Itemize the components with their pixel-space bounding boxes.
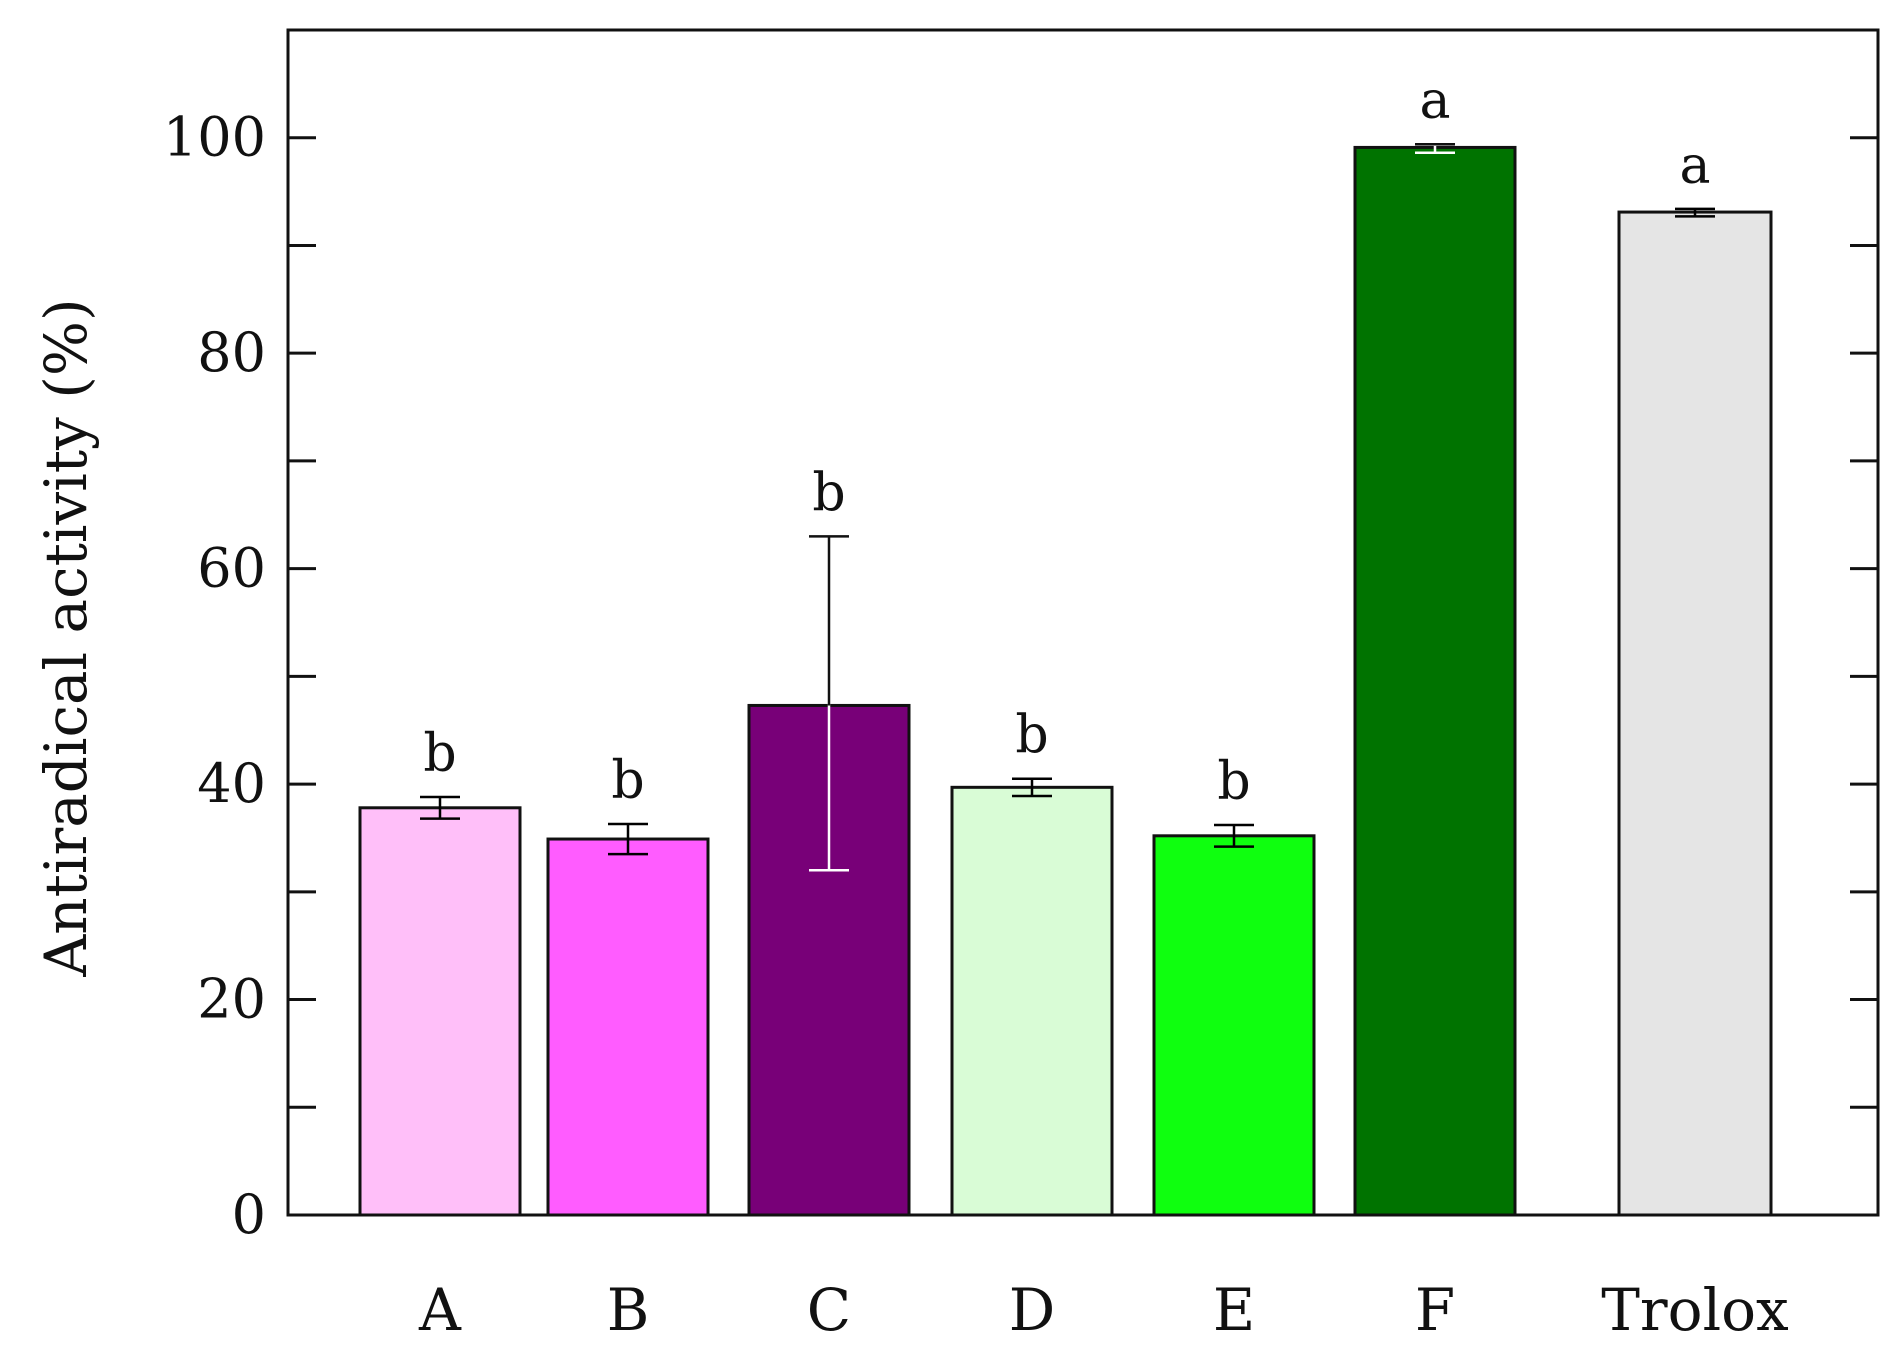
x-tick-label: C	[807, 1276, 851, 1344]
y-tick-label: 0	[232, 1183, 266, 1246]
y-tick-label: 80	[197, 321, 266, 384]
y-tick-label: 20	[197, 968, 266, 1031]
significance-label: b	[812, 463, 845, 523]
y-tick-label: 60	[197, 537, 266, 600]
bar-b	[546, 837, 710, 1217]
bar-a	[358, 806, 522, 1217]
bar-f	[1353, 145, 1517, 1217]
x-tick-label: A	[418, 1276, 462, 1344]
ticks-layer	[288, 136, 1878, 1217]
x-tick-label: Trolox	[1601, 1276, 1789, 1344]
significance-label: b	[1217, 752, 1250, 812]
significance-label: a	[1419, 71, 1450, 131]
error-bar-e	[1214, 823, 1254, 848]
bar-d	[950, 785, 1114, 1217]
error-bar-trolox	[1675, 207, 1715, 218]
axes-layer	[286, 28, 1880, 1217]
x-tick-label: E	[1213, 1276, 1255, 1344]
significance-label: b	[611, 751, 644, 811]
error-bars-layer	[420, 142, 1715, 872]
x-tick-label: B	[607, 1276, 650, 1344]
error-bar-a	[420, 795, 460, 820]
y-axis-label: Antiradical activity (%)	[32, 298, 100, 977]
bar-e	[1152, 834, 1316, 1217]
significance-labels-layer: b b b b b a a	[423, 71, 1710, 812]
significance-label: b	[423, 724, 456, 784]
error-bar-c-upper	[809, 535, 849, 706]
plot-frame	[286, 28, 1880, 1217]
x-tick-label: F	[1415, 1276, 1455, 1344]
labels-layer: 0 20 40 60 80 100 A B C D E F Trolox Antiradical acti…	[32, 106, 1789, 1344]
x-tick-label: D	[1009, 1276, 1056, 1344]
y-tick-label: 40	[197, 752, 266, 815]
significance-label: a	[1679, 136, 1710, 196]
significance-label: b	[1015, 706, 1048, 766]
error-bar-b	[608, 822, 648, 856]
error-bar-d	[1012, 777, 1052, 798]
bar-trolox	[1617, 210, 1773, 1217]
bars-layer	[358, 145, 1773, 1217]
y-tick-label: 100	[163, 106, 266, 169]
